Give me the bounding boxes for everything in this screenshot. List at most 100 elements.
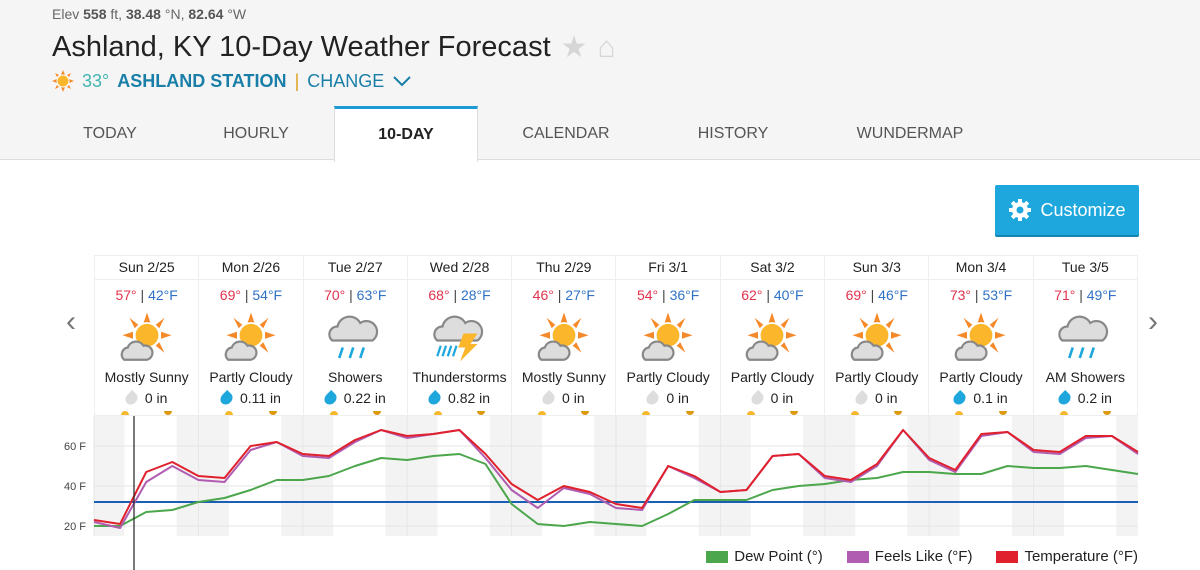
lon-unit: °W	[227, 6, 247, 22]
sunset-icon	[790, 411, 799, 415]
precip-amount: 0.11 in	[239, 390, 281, 406]
next-arrow-icon[interactable]: ›	[1148, 305, 1158, 338]
night-band	[720, 416, 751, 536]
lat-unit: °N,	[164, 6, 185, 22]
elev-label: Elev	[52, 6, 80, 22]
sunrise-icon	[329, 411, 338, 415]
tab-hourly[interactable]: HOURLY	[223, 125, 289, 142]
partly-cloudy-icon	[737, 307, 807, 367]
low-temp: 42°F	[148, 287, 178, 303]
day-column[interactable]: Tue 2/27 70° | 63°F Showers 0.22 in	[303, 256, 408, 415]
change-station-button[interactable]: CHANGE	[307, 70, 385, 91]
night-band	[176, 416, 199, 536]
location-header: Elev 558 ft, 38.48 °N, 82.64 °W Ashland,…	[0, 0, 1200, 162]
day-column[interactable]: Sun 3/3 69° | 46°F Partly Cloudy 0 in	[825, 256, 930, 415]
day-date: Tue 3/5	[1033, 256, 1137, 280]
precip: 0 in	[616, 389, 719, 407]
day-column[interactable]: Wed 2/28 68° | 28°F Thunderstorms 0.82 i…	[407, 256, 513, 415]
sunrise-icon	[955, 411, 964, 415]
high-temp: 71°	[1054, 287, 1076, 303]
night-band	[1116, 416, 1138, 536]
high-temp: 62°	[741, 287, 763, 303]
precip-amount: 0 in	[770, 390, 794, 406]
sun-icon	[52, 70, 74, 92]
high-temp: 54°	[636, 287, 659, 303]
low-temp: 53°F	[982, 287, 1013, 303]
legend-feels-like[interactable]: Feels Like (°F)	[846, 548, 973, 565]
night-band	[1011, 416, 1034, 536]
day-date: Sun 3/3	[825, 256, 929, 280]
raindrop-icon	[644, 389, 662, 407]
previous-arrow-icon[interactable]: ‹	[66, 305, 76, 338]
customize-button[interactable]: Customize	[995, 185, 1139, 235]
day-date: Fri 3/1	[616, 256, 720, 280]
condition: Partly Cloudy	[939, 369, 1023, 385]
daily-forecast-strip: Sun 2/25 57° | 42°F Mostly Sunny 0 in Mo…	[94, 255, 1138, 416]
day-column[interactable]: Sun 2/25 57° | 42°F Mostly Sunny 0 in	[95, 256, 200, 415]
day-column[interactable]: Mon 2/26 69° | 54°F Partly Cloudy 0.11 i…	[199, 256, 304, 415]
legend-label: Feels Like (°F)	[874, 548, 973, 565]
precip: 0.11 in	[199, 389, 302, 407]
day-column[interactable]: Sat 3/2 62° | 40°F Partly Cloudy 0 in	[720, 256, 826, 415]
low-temp: 27°F	[565, 287, 595, 303]
y-tick-label: 20 F	[64, 521, 86, 533]
low-temp: 49°F	[1086, 287, 1117, 303]
low-temp: 46°F	[878, 287, 908, 303]
home-icon[interactable]: ⌂	[597, 30, 616, 64]
low-temp: 54°F	[252, 287, 283, 303]
sunset-icon	[1102, 411, 1111, 415]
legend-swatch	[706, 550, 729, 563]
raindrop-icon	[1055, 389, 1073, 407]
tab-10-day[interactable]: 10-DAY	[334, 106, 478, 162]
showers-icon	[1050, 307, 1120, 367]
night-band	[594, 416, 616, 536]
elev-value: 558	[83, 6, 107, 22]
day-date: Thu 2/29	[512, 256, 616, 280]
tab-history[interactable]: HISTORY	[697, 125, 769, 142]
day-column[interactable]: Fri 3/1 54° | 36°F Partly Cloudy 0 in	[616, 256, 721, 415]
station-name[interactable]: ASHLAND STATION	[117, 70, 287, 91]
day-date: Tue 2/27	[303, 256, 407, 280]
raindrop-icon	[122, 389, 140, 407]
precip: 0.22 in	[304, 389, 407, 407]
raindrop-icon	[748, 389, 766, 407]
legend-temperature[interactable]: Temperature (°F)	[996, 548, 1138, 565]
condition: Partly Cloudy	[835, 369, 919, 385]
day-temps: 57° | 42°F	[115, 287, 178, 303]
precip: 0.1 in	[929, 389, 1032, 407]
legend-dew-point[interactable]: Dew Point (°)	[706, 548, 823, 565]
day-temps: 54° | 36°F	[636, 287, 700, 303]
tab-calendar[interactable]: CALENDAR	[522, 125, 610, 142]
sunset-icon	[268, 411, 277, 415]
longitude: 82.64	[188, 6, 224, 22]
chart-legend: Dew Point (°) Feels Like (°F) Temperatur…	[706, 548, 1138, 565]
sunrise-icon	[642, 411, 651, 415]
condition: Partly Cloudy	[209, 369, 293, 385]
day-column[interactable]: Mon 3/4 73° | 53°F Partly Cloudy 0.1 in	[929, 256, 1034, 415]
showers-icon	[320, 307, 390, 367]
condition: Partly Cloudy	[730, 369, 815, 385]
day-date: Sun 2/25	[95, 256, 199, 280]
high-temp: 70°	[324, 287, 346, 303]
night-band	[616, 416, 647, 536]
precip-amount: 0 in	[562, 390, 585, 406]
tab-wundermap[interactable]: WUNDERMAP	[856, 125, 964, 142]
gear-icon	[1009, 199, 1032, 221]
day-column[interactable]: Tue 3/5 71° | 49°F AM Showers 0.2 in	[1033, 256, 1137, 415]
condition: Showers	[328, 369, 383, 385]
hourly-chart: 20 F 40 F 60 F	[64, 416, 1139, 570]
night-band	[698, 416, 721, 536]
chevron-down-icon[interactable]	[392, 74, 412, 88]
night-band	[907, 416, 930, 536]
current-temp: 33°	[82, 70, 110, 91]
star-icon[interactable]: ★	[560, 31, 588, 64]
day-column[interactable]: Thu 2/29 46° | 27°F Mostly Sunny 0 in	[512, 256, 617, 415]
sunset-icon	[685, 411, 694, 415]
tab-today[interactable]: TODAY	[83, 125, 137, 142]
high-temp: 46°	[532, 287, 554, 303]
sunrise-icon	[121, 411, 129, 415]
sunset-icon	[164, 411, 173, 415]
separator: |	[294, 70, 300, 91]
day-temps: 73° | 53°F	[949, 287, 1013, 303]
high-temp: 69°	[845, 287, 867, 303]
